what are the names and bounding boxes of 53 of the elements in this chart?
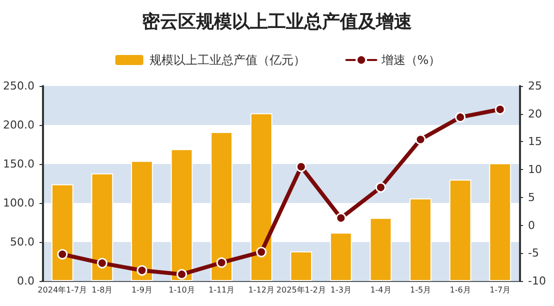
y2-tick-label: -5 — [528, 246, 539, 260]
x-tick-label: 1-3月 — [330, 286, 352, 294]
bar — [91, 173, 114, 281]
point — [136, 265, 148, 276]
y-tick-label: 150.0 — [2, 158, 34, 170]
x-tick-label: 2024年1-7月 — [38, 286, 88, 294]
x-tick-label: 1-7月 — [490, 286, 511, 294]
y-tick-label: 50.0 — [10, 236, 34, 248]
bar — [210, 132, 232, 281]
bar — [410, 198, 432, 281]
point — [96, 258, 108, 268]
point — [455, 112, 466, 122]
x-tick-label: 1-12月 — [248, 286, 274, 294]
point — [216, 257, 227, 268]
x-tick-label: 2025年1-2月 — [276, 286, 326, 294]
x-tick-label: 1-8月 — [92, 286, 113, 294]
bar — [51, 184, 74, 281]
bar — [131, 160, 153, 281]
x-tick-label: 1-11月 — [208, 286, 235, 294]
bar — [449, 180, 472, 281]
bar — [330, 232, 352, 281]
x-tick-label: 1-5月 — [410, 286, 432, 294]
y2-tick-label: -10 — [528, 274, 546, 288]
point — [176, 269, 188, 280]
y-tick-label: 0.0 — [16, 274, 34, 288]
y2-tick-label: 20 — [528, 107, 542, 120]
bar — [290, 251, 312, 281]
point — [336, 212, 346, 224]
chart-title: 密云区规模以上工业总产值及增速 — [142, 12, 412, 32]
y2-tick-label: 0 — [528, 218, 535, 232]
point — [375, 182, 386, 193]
y2-tick-label: 10 — [528, 163, 542, 176]
point — [296, 162, 306, 172]
point — [256, 246, 267, 258]
y2-tick-label: 25 — [528, 80, 542, 92]
legend-label: 规模以上工业总产值（亿元） — [149, 53, 306, 67]
y-tick-label: 250.0 — [2, 80, 34, 92]
point — [415, 134, 426, 145]
y-tick-label: 100.0 — [2, 196, 34, 210]
bar — [170, 149, 193, 281]
x-tick-label: 1-4月 — [370, 286, 392, 294]
bar — [489, 163, 512, 281]
y-tick-label: 200.0 — [2, 118, 34, 132]
legend-label: 增速（%） — [380, 53, 441, 67]
x-tick-label: 1-9月 — [131, 286, 153, 294]
y2-tick-label: 15 — [528, 135, 542, 148]
bar — [370, 218, 392, 281]
point — [57, 249, 68, 260]
bar — [250, 113, 272, 281]
x-tick-label: 1-6月 — [450, 286, 471, 294]
x-tick-label: 1-10月 — [168, 286, 195, 294]
y2-tick-label: 5 — [528, 190, 535, 204]
point — [494, 104, 506, 115]
